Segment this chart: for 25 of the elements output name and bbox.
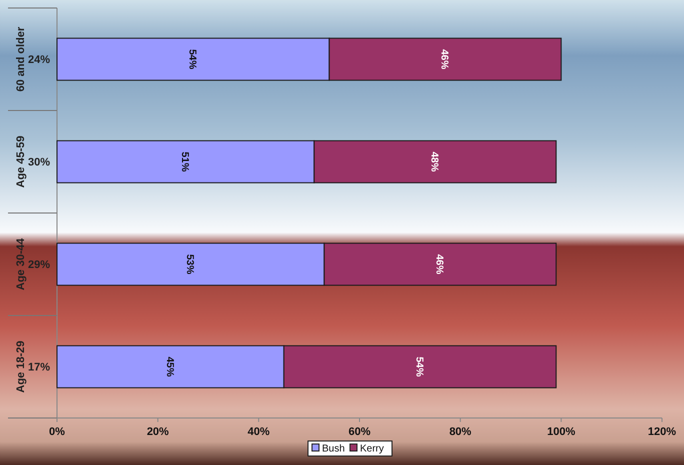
x-tick-label: 100% bbox=[547, 426, 576, 438]
data-label: 46% bbox=[434, 254, 445, 274]
data-label: 54% bbox=[414, 356, 424, 377]
y-tick-label: 60 and older bbox=[14, 26, 27, 92]
y-tick-label: Age 45-59 bbox=[14, 136, 27, 188]
data-label: 45% bbox=[164, 356, 175, 377]
data-label: 53% bbox=[184, 254, 196, 274]
text: 30% bbox=[28, 156, 50, 169]
legend-label: Kerry bbox=[360, 444, 384, 454]
x-tick-label: 120% bbox=[648, 426, 676, 438]
x-tick-label: 60% bbox=[348, 426, 371, 438]
x-tick-label: 0% bbox=[49, 426, 66, 438]
x-tick-label: 40% bbox=[248, 426, 270, 438]
legend-label: Bush bbox=[322, 444, 345, 454]
x-tick-label: 80% bbox=[449, 426, 472, 438]
text: 17% bbox=[28, 362, 50, 374]
y-tick-label: Age 18-29 bbox=[14, 340, 27, 393]
data-label: 51% bbox=[179, 152, 190, 172]
text: 24% bbox=[28, 54, 50, 66]
data-label: 46% bbox=[438, 49, 450, 70]
y-tick-label: Age 30-44 bbox=[14, 237, 27, 290]
text: 29% bbox=[28, 259, 50, 272]
data-label: 48% bbox=[428, 152, 440, 172]
data-label: 54% bbox=[186, 49, 198, 70]
x-tick-label: 20% bbox=[146, 426, 170, 438]
